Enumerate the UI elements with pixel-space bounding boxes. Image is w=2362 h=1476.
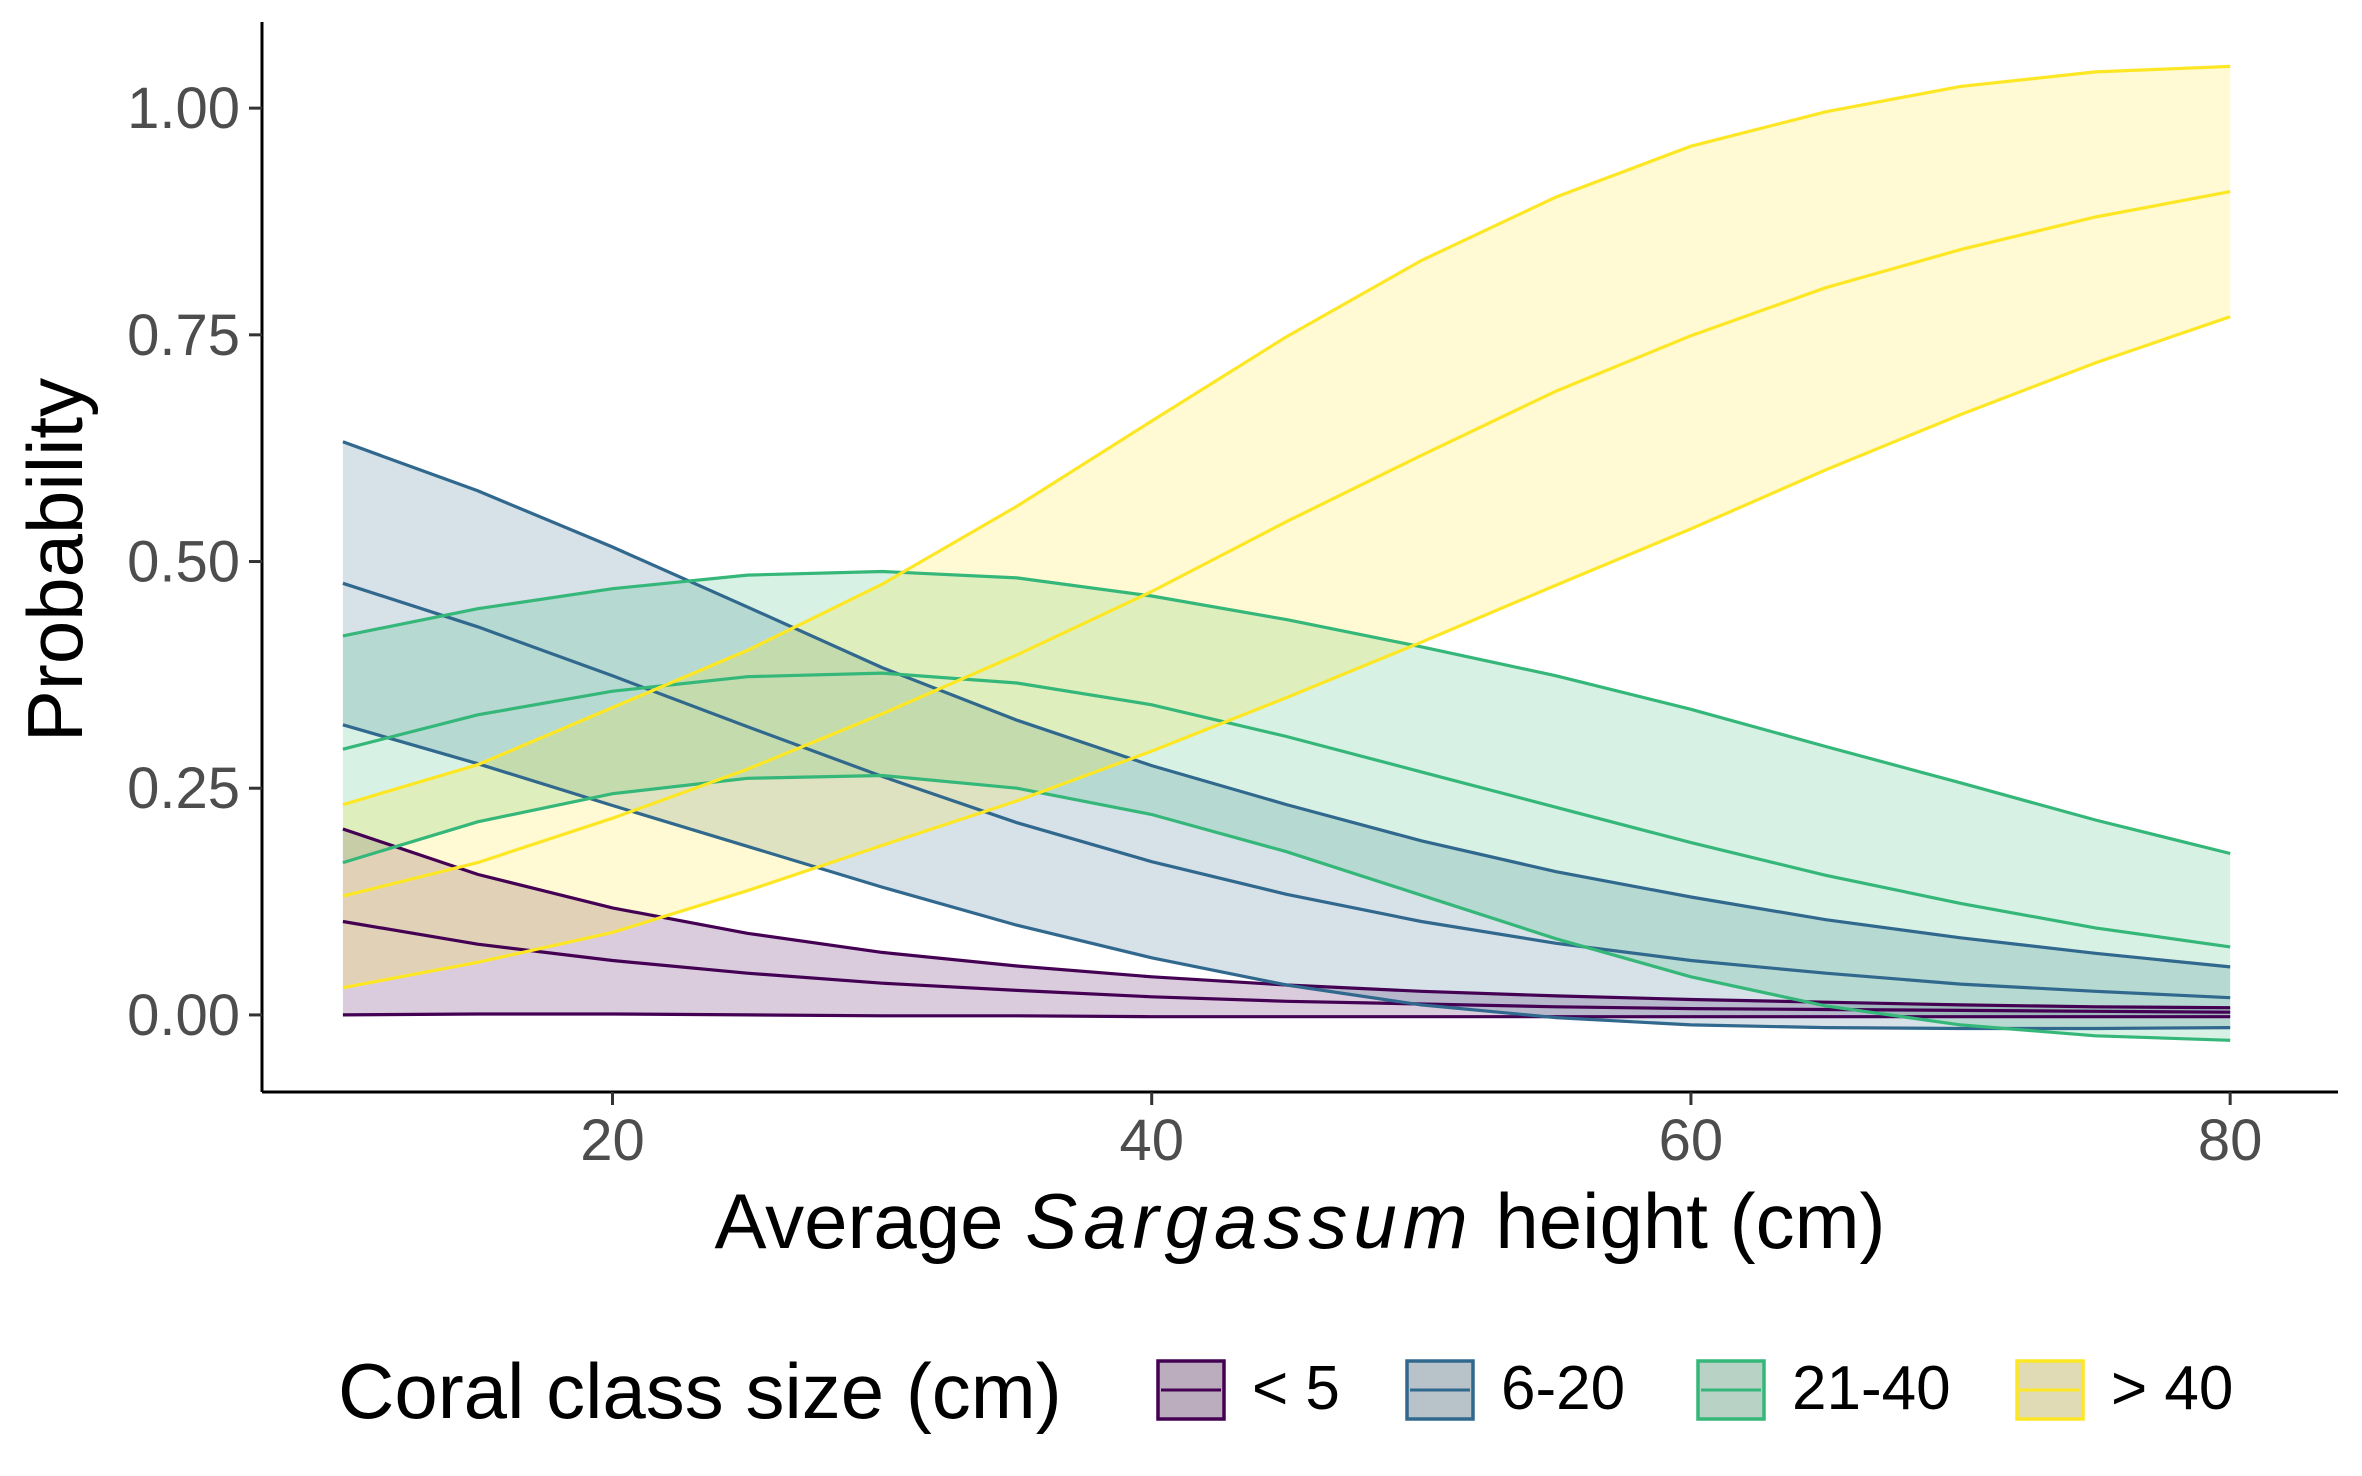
- series-lines: [342, 64, 2231, 1042]
- axes: [260, 22, 2338, 1094]
- line-series-2-lower: [342, 723, 2231, 1031]
- line-series-3-lower: [342, 773, 2231, 1042]
- legend-label: 6-20: [1501, 1354, 1625, 1423]
- legend-item-5: < 5: [1156, 1354, 1340, 1423]
- legend-title: Coral class size (cm): [338, 1347, 1062, 1435]
- line-series-4-upper: [342, 64, 2231, 807]
- y-tick-label: 0.25: [127, 756, 240, 821]
- line-series-2-mean: [342, 581, 2231, 1000]
- y-tick-label: 0.50: [127, 530, 240, 595]
- legend-label: 21-40: [1792, 1354, 1951, 1423]
- y-ticks: 0.00 0.25 0.50 0.75 1.00: [127, 76, 262, 1048]
- y-tick-label: 0.00: [127, 983, 240, 1048]
- y-tick-label: 1.00: [127, 76, 240, 141]
- x-axis-title: Average Sargassum height (cm): [714, 1177, 1885, 1265]
- band-series-2: [342, 441, 2231, 1029]
- legend-item-21-40: 21-40: [1696, 1354, 1951, 1423]
- y-axis-title: Probability: [11, 378, 99, 742]
- x-ticks: 20 40 60 80: [580, 1092, 2262, 1173]
- band-series-1: [342, 829, 2231, 1017]
- x-axis-title-suffix: height (cm): [1474, 1177, 1886, 1265]
- x-axis-title-prefix: Average: [714, 1177, 1025, 1265]
- line-series-2-upper: [342, 440, 2231, 969]
- line-series-1-mean: [342, 919, 2231, 1014]
- legend-item-6-20: 6-20: [1405, 1354, 1625, 1423]
- line-series-1-lower: [342, 1012, 2231, 1019]
- x-tick-label: 20: [580, 1108, 645, 1173]
- line-series-3-mean: [342, 671, 2231, 949]
- y-tick-label: 0.75: [127, 303, 240, 368]
- x-axis-title-italic: Sargassum: [1025, 1177, 1474, 1265]
- line-series-4-mean: [342, 190, 2231, 898]
- legend-label: > 40: [2111, 1354, 2233, 1423]
- x-tick-label: 80: [2198, 1108, 2263, 1173]
- line-series-4-lower: [342, 315, 2231, 990]
- x-tick-label: 40: [1119, 1108, 1184, 1173]
- legend-item-40: > 40: [2015, 1354, 2233, 1423]
- band-series-4: [342, 66, 2231, 988]
- x-tick-label: 60: [1659, 1108, 1724, 1173]
- line-series-3-upper: [342, 569, 2231, 856]
- legend: Coral class size (cm) < 5 6-20 21-40 > 40: [338, 1347, 2233, 1435]
- legend-label: < 5: [1252, 1354, 1340, 1423]
